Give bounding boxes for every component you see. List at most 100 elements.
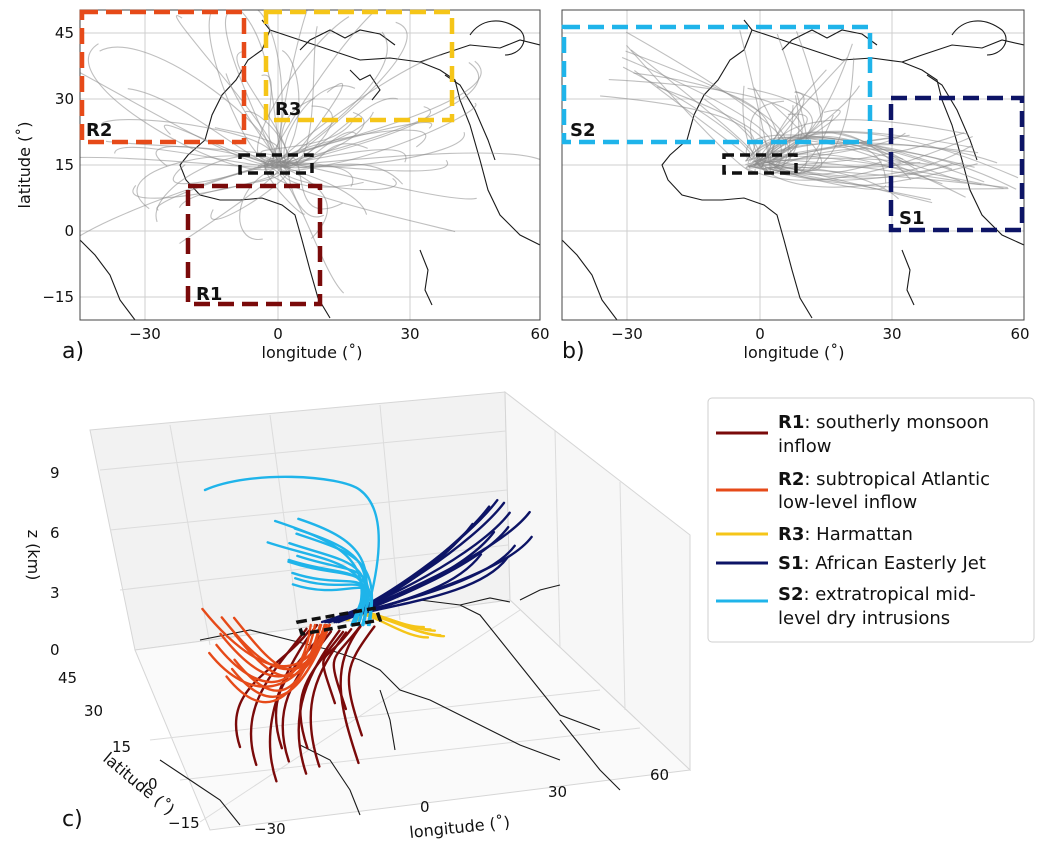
trajectory-line [600,95,756,162]
trajectory-3d [297,629,341,775]
panel-c-3d: 9 6 3 0 z (km) 45 30 15 0 −15 latitude (… [24,390,692,842]
legend-item-r2-line2: low-level inflow [778,492,917,513]
trajectory-line [625,50,787,162]
lat-tick-label: 30 [84,702,103,720]
source-box-b [722,153,798,175]
region-s2-label: S2 [570,120,596,141]
trajectory-line [283,21,408,166]
legend-text: : southerly monsoon [804,412,989,433]
trajectory-line [747,136,985,183]
legend-item-r1-line2: inflow [778,436,831,457]
trajectory-3d [295,532,374,627]
trajectory-line [745,135,973,181]
legend-item-r3: R3: Harmattan [778,524,913,545]
trajectory-line [634,70,768,172]
panel-c-xlabel: longitude (˚) [408,813,510,842]
trajectory-line [80,156,289,169]
region-r3-label: R3 [275,99,301,120]
panel-a-xlabel: longitude (˚) [262,343,363,362]
y-tick-label: 0 [64,222,74,240]
legend-key: R3 [778,524,804,545]
panel-b-label: b) [562,339,585,364]
panel-a-y-ticks: 45 30 15 0 −15 [42,24,74,306]
panel-a-x-ticks: −30 0 30 60 [129,325,549,343]
trajectory-3d [219,623,317,678]
trajectory-line [271,102,477,169]
y-tick-label: 45 [55,24,74,42]
legend-key: R1 [778,412,804,433]
trajectory-line [747,165,931,201]
trajectory-line [88,43,279,171]
trajectories-r2 [201,607,331,704]
trajectory-line [746,144,998,168]
trajectory-line [163,124,288,167]
trajectory-line [256,10,283,169]
trajectory-line [745,142,887,184]
trajectories-s1 [320,498,533,624]
region-s1-label: S1 [899,208,925,229]
panel-a-label: a) [62,339,84,364]
legend-key: S1 [778,553,804,574]
z-tick-label: 6 [50,524,60,542]
region-r1-label: R1 [196,284,222,305]
legend-key: R2 [778,469,804,490]
trajectory-line [114,146,274,167]
trajectory-line [747,87,813,164]
trajectory-line [763,69,827,161]
panel-c-coastlines [159,584,621,826]
legend-text: : subtropical Atlantic [804,469,990,490]
panel-c-zlabel: z (km) [24,530,43,581]
source-box-c [295,606,383,636]
trajectory-3d [339,625,362,765]
x-tick-label: 60 [1010,325,1029,343]
y-tick-label: 30 [55,90,74,108]
trajectory-line [765,161,933,204]
trajectory-line [99,46,278,165]
trajectory-3d [291,571,366,627]
panel-c-lon-ticks: −30 0 30 60 [254,766,669,838]
trajectory-3d [225,623,322,704]
z-tick-label: 0 [50,641,60,659]
lon-tick-label: 30 [548,783,567,801]
trajectory-3d [294,577,365,627]
panel-c-ylabel: latitude (˚) [99,749,178,819]
panel-b-coastlines [562,19,1024,320]
region-r2-box [79,9,247,145]
panel-c-z-ticks: 9 6 3 0 [50,464,60,659]
trajectory-line [762,135,918,171]
region-s1-box [888,95,1025,233]
region-r1-box [185,183,323,307]
trajectory-line [225,73,288,172]
trajectories-s2 [203,475,380,627]
trajectory-line [80,71,269,165]
panel-a-frame [79,9,541,321]
trajectory-line [625,31,792,169]
panel-c-label: c) [62,807,83,832]
legend-text: : Harmattan [804,524,913,545]
trajectory-line [279,163,404,185]
trajectory-line [773,162,953,179]
trajectory-line [214,127,281,167]
x-tick-label: 30 [400,325,419,343]
panel-b-x-ticks: −30 0 30 60 [611,325,1029,343]
trajectory-line [753,90,824,165]
trajectory-line [284,83,343,167]
panel-a-ylabel: latitude (˚) [15,122,34,209]
x-tick-label: −30 [129,325,161,343]
region-s2-box [561,24,873,145]
trajectory-3d [249,627,308,767]
legend-item-r1: R1: southerly monsoon [778,412,989,433]
legend-item-s2-line2: level dry intrusions [778,608,950,629]
panel-c-lat-ticks: 45 30 15 0 −15 [58,669,200,832]
lat-tick-label: −15 [168,814,200,832]
legend-item-r2: R2: subtropical Atlantic [778,469,990,490]
trajectory-line [630,49,759,163]
x-tick-label: 0 [755,325,765,343]
trajectory-3d [203,475,380,602]
trajectory-line [748,155,1004,189]
trajectory-line [132,167,281,199]
trajectory-3d [287,560,372,627]
legend-text: : extratropical mid- [804,584,976,605]
trajectory-line [279,129,427,169]
